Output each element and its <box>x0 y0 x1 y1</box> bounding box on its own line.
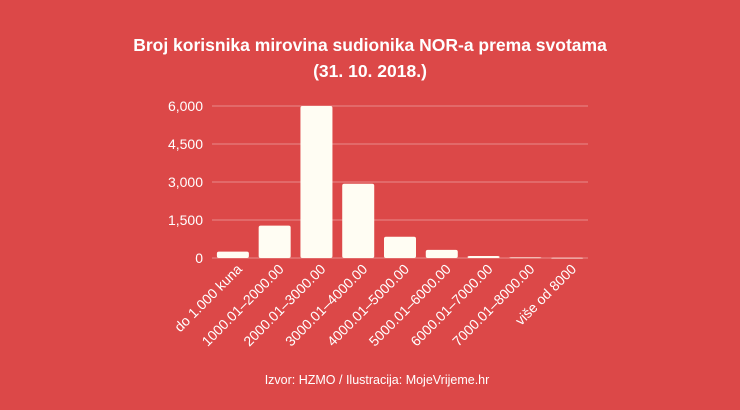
bar <box>467 255 500 258</box>
y-axis: 0 1,500 3,000 4,500 6,000 <box>168 98 203 266</box>
bar <box>425 249 458 258</box>
chart-title: Broj korisnika mirovina sudionika NOR-a … <box>133 35 607 81</box>
bars <box>216 106 584 259</box>
bar <box>342 183 375 258</box>
y-tick-label: 6,000 <box>168 98 203 114</box>
bar <box>509 257 542 259</box>
bar <box>216 251 249 258</box>
bar <box>258 225 291 258</box>
x-axis: do 1.000 kuna1000.01–2000.002000.01–3000… <box>171 261 579 350</box>
y-tick-label: 4,500 <box>168 136 203 152</box>
y-tick-label: 1,500 <box>168 212 203 228</box>
bar <box>384 236 416 258</box>
bar <box>300 106 333 258</box>
y-tick-label: 3,000 <box>168 174 203 190</box>
y-tick-label: 0 <box>195 250 203 266</box>
source-credit: Izvor: HZMO / Ilustracija: MojeVrijeme.h… <box>264 373 490 387</box>
bar <box>551 257 584 259</box>
